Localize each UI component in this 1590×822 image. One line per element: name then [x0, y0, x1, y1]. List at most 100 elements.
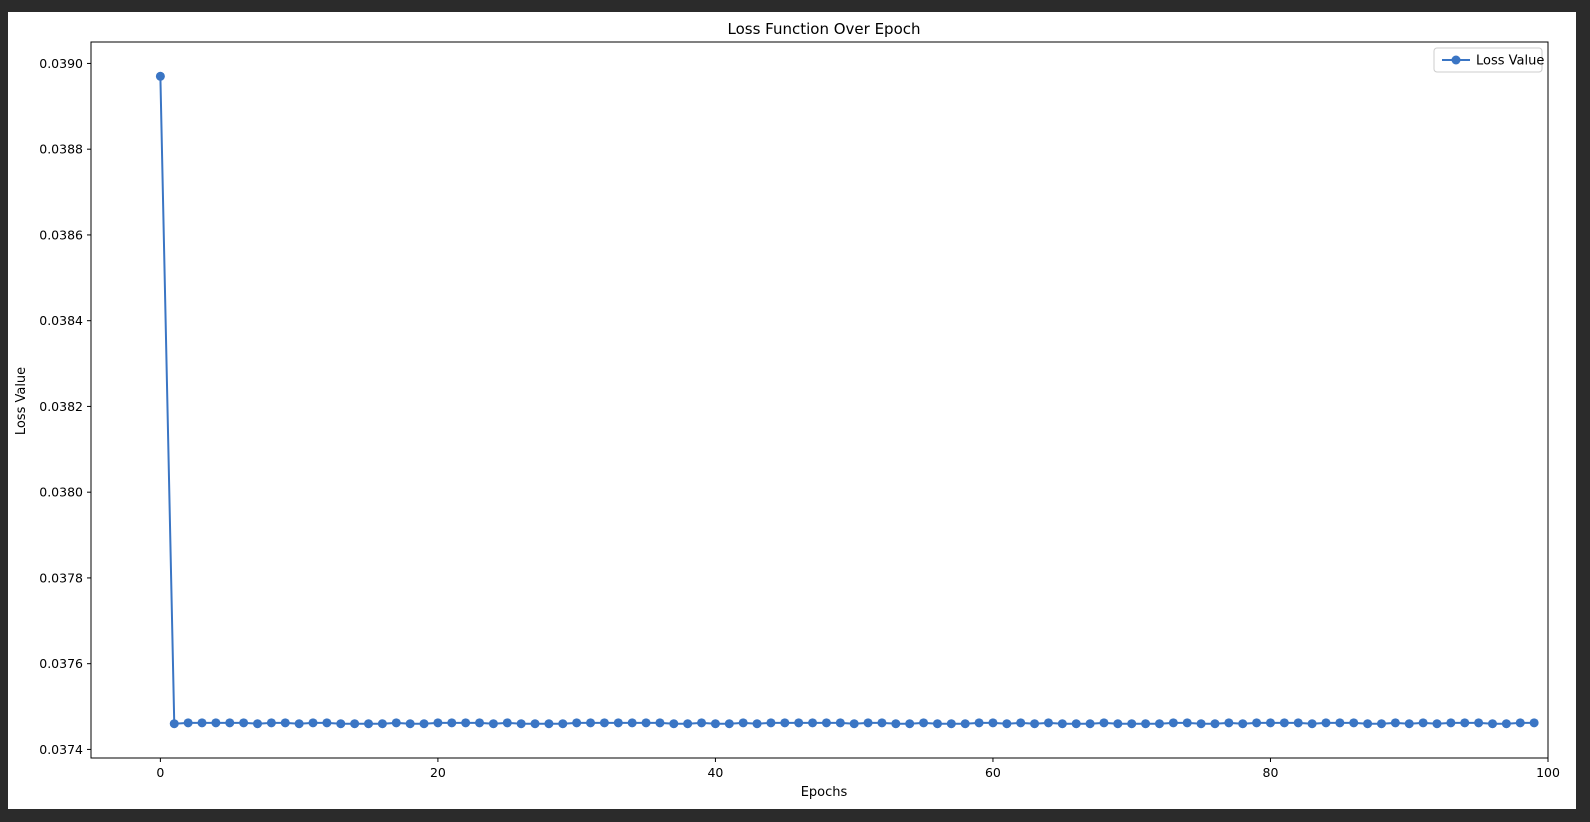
- data-point: [364, 719, 374, 729]
- data-point: [253, 719, 263, 729]
- figure: Loss Function Over Epoch 0 20 40 60 80 100 0.…: [8, 12, 1576, 809]
- legend: Loss Value: [1433, 47, 1544, 73]
- data-point: [1349, 718, 1359, 728]
- data-point: [1307, 719, 1317, 729]
- data-point: [322, 718, 332, 728]
- data-point: [1182, 718, 1192, 728]
- data-point: [766, 718, 776, 728]
- data-point: [1335, 718, 1345, 728]
- data-point: [225, 718, 235, 728]
- data-point: [1460, 718, 1470, 728]
- data-point: [599, 718, 609, 728]
- data-point: [530, 719, 540, 729]
- legend-marker: [1451, 55, 1461, 65]
- data-point: [988, 718, 998, 728]
- data-point: [169, 719, 179, 729]
- data-point: [1404, 719, 1414, 729]
- data-point: [1210, 719, 1220, 729]
- data-point: [946, 719, 956, 729]
- legend-label: Loss Value: [1476, 54, 1544, 69]
- data-point: [1529, 718, 1539, 728]
- data-point: [835, 718, 845, 728]
- data-point: [627, 718, 637, 728]
- data-point: [239, 718, 249, 728]
- data-point: [1252, 718, 1262, 728]
- data-point: [155, 71, 165, 81]
- x-axis: 0 20 40 60 80 100: [156, 758, 1560, 780]
- data-point: [572, 718, 582, 728]
- data-point: [1418, 718, 1428, 728]
- data-point: [1501, 719, 1511, 729]
- y-tick-label: 0.0376: [39, 656, 83, 671]
- data-point: [1196, 719, 1206, 729]
- data-point: [336, 719, 346, 729]
- data-point: [738, 718, 748, 728]
- y-tick-label: 0.0390: [39, 56, 83, 71]
- data-point: [544, 719, 554, 729]
- data-point: [461, 718, 471, 728]
- data-point: [1127, 719, 1137, 729]
- data-point: [391, 718, 401, 728]
- data-point: [294, 719, 304, 729]
- data-point: [1085, 719, 1095, 729]
- data-point: [960, 719, 970, 729]
- x-axis-label: Epochs: [801, 785, 848, 800]
- x-tick-label: 20: [430, 765, 446, 780]
- plot-background: [91, 42, 1548, 758]
- data-point: [1487, 719, 1497, 729]
- data-point: [1390, 718, 1400, 728]
- data-point: [211, 718, 221, 728]
- data-point: [905, 719, 915, 729]
- data-point: [516, 719, 526, 729]
- y-tick-label: 0.0378: [39, 570, 83, 585]
- data-point: [1016, 718, 1026, 728]
- data-point: [641, 718, 651, 728]
- data-point: [405, 719, 415, 729]
- data-point: [586, 718, 596, 728]
- data-point: [1224, 718, 1234, 728]
- data-point: [877, 718, 887, 728]
- plot-area: [90, 41, 1549, 759]
- legend-box: [1433, 47, 1543, 73]
- data-point: [308, 718, 318, 728]
- data-point: [1265, 718, 1275, 728]
- data-point: [1002, 719, 1012, 729]
- data-point: [280, 718, 290, 728]
- data-point: [974, 718, 984, 728]
- data-point: [655, 718, 665, 728]
- y-tick-label: 0.0386: [39, 227, 83, 242]
- y-tick-label: 0.0384: [39, 313, 83, 328]
- data-point: [919, 718, 929, 728]
- data-point: [1113, 719, 1123, 729]
- y-tick-label: 0.0388: [39, 142, 83, 157]
- data-point: [1279, 718, 1289, 728]
- y-tick-label: 0.0382: [39, 399, 83, 414]
- axes-frame: [90, 41, 1549, 759]
- data-point: [1168, 718, 1178, 728]
- data-point: [794, 718, 804, 728]
- data-point: [1154, 719, 1164, 729]
- data-point: [377, 719, 387, 729]
- data-point: [863, 718, 873, 728]
- y-tick-label: 0.0374: [39, 742, 83, 757]
- data-point: [1446, 718, 1456, 728]
- data-point: [724, 719, 734, 729]
- data-point: [1057, 719, 1067, 729]
- x-tick-label: 100: [1536, 765, 1560, 780]
- data-point: [683, 719, 693, 729]
- y-tick-label: 0.0380: [39, 485, 83, 500]
- data-point: [197, 718, 207, 728]
- data-point: [558, 719, 568, 729]
- data-point: [710, 719, 720, 729]
- y-axis: 0.0374 0.0376 0.0378 0.0380 0.0382 0.0384 0.03…: [39, 56, 91, 757]
- data-point: [891, 719, 901, 729]
- x-tick-label: 0: [156, 765, 164, 780]
- data-point: [1238, 719, 1248, 729]
- data-point: [475, 718, 485, 728]
- x-tick-label: 60: [985, 765, 1001, 780]
- chart-title: Loss Function Over Epoch: [727, 20, 920, 38]
- data-point: [183, 718, 193, 728]
- data-point: [1293, 718, 1303, 728]
- data-point: [1432, 719, 1442, 729]
- x-tick-label: 80: [1263, 765, 1279, 780]
